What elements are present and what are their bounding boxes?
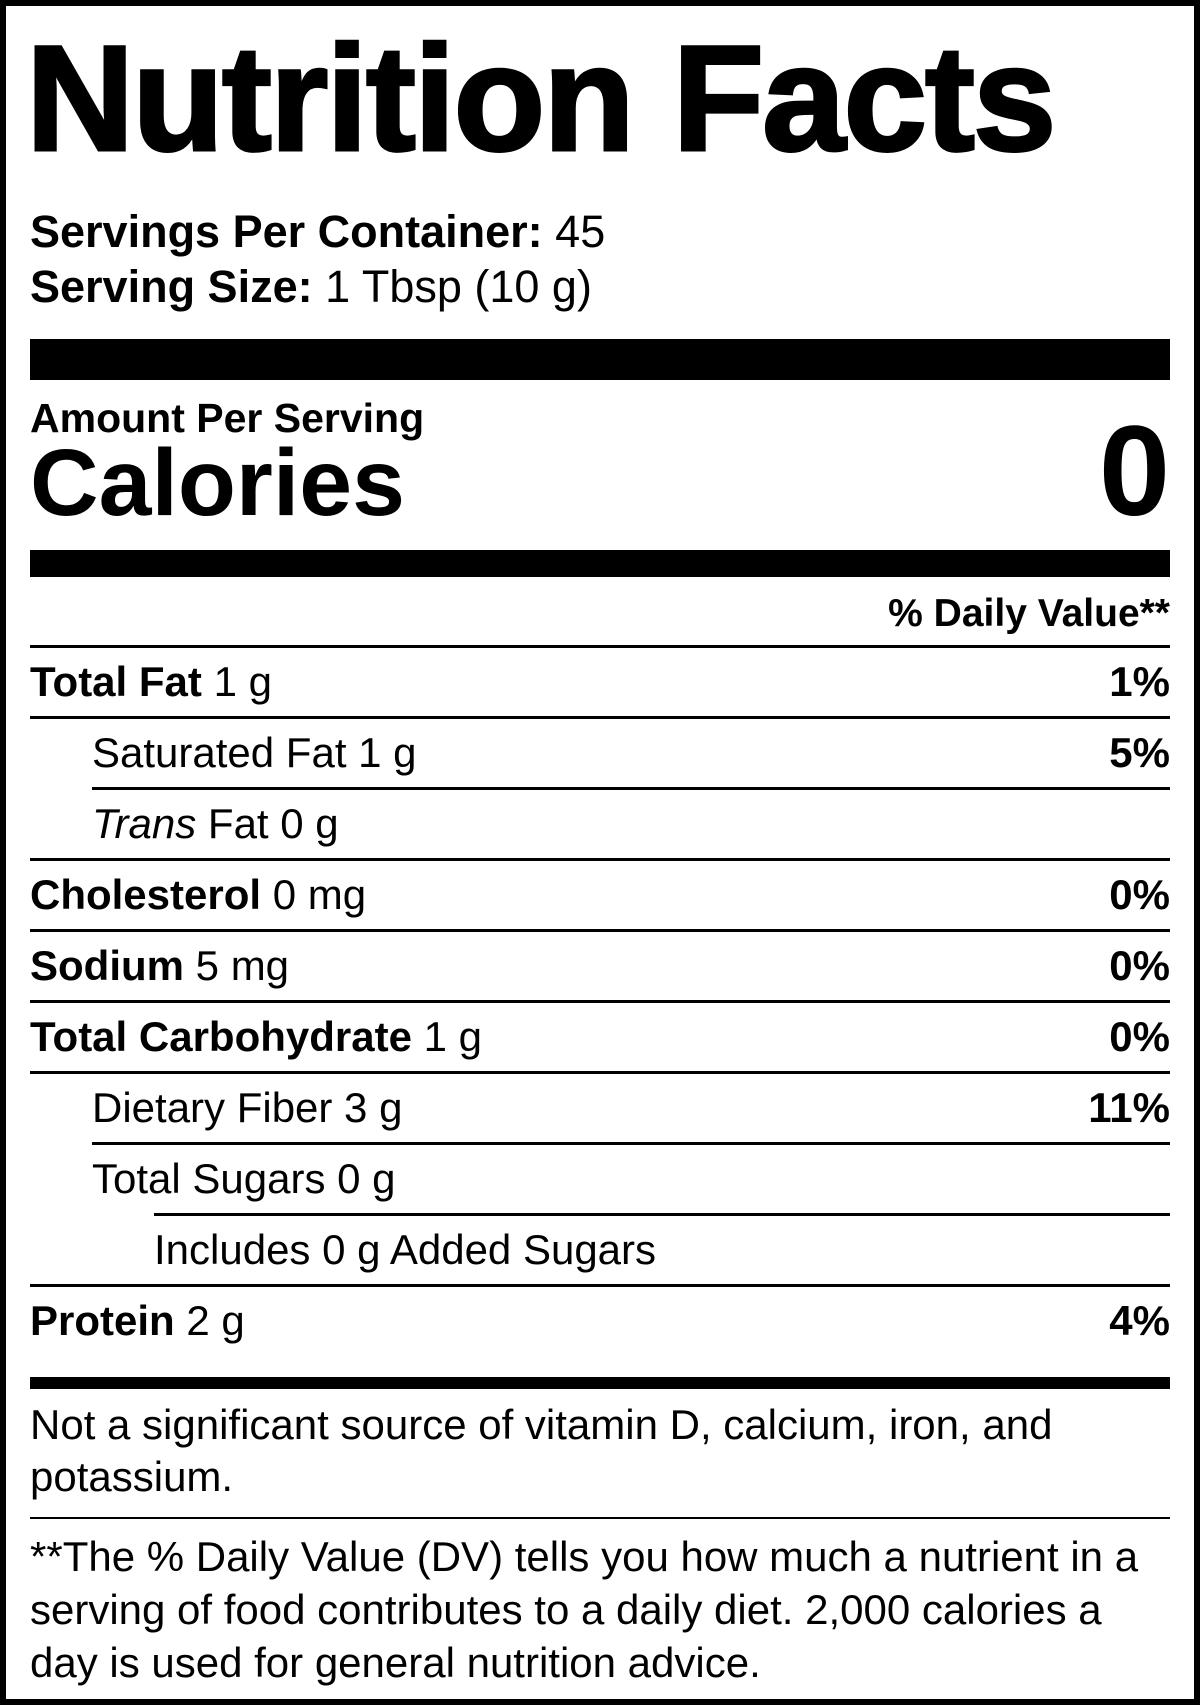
nutrient-row-total-sugars: Total Sugars 0 g — [30, 1145, 1170, 1213]
daily-value-header: % Daily Value** — [888, 591, 1170, 635]
daily-value: 4% — [1109, 1296, 1170, 1344]
servings-per-container-value: 45 — [555, 206, 606, 257]
divider — [92, 786, 1170, 790]
divider — [92, 1141, 1170, 1145]
calories-value: 0 — [1098, 399, 1170, 543]
divider — [154, 1212, 1170, 1216]
nutrient-label: Dietary Fiber 3 g — [92, 1083, 403, 1131]
thick-divider-top — [30, 338, 1170, 380]
daily-value: 5% — [1109, 728, 1170, 776]
nutrient-amount: 1 g — [213, 657, 272, 705]
daily-value: 11% — [1088, 1083, 1170, 1131]
nutrient-label: Trans Fat 0 g — [92, 799, 339, 847]
nutrient-label: Includes 0 g Added Sugars — [154, 1225, 657, 1273]
nutrient-amount: 2 g — [186, 1296, 245, 1344]
nutrient-label: Protein 2 g — [30, 1296, 245, 1344]
nutrient-row-trans-fat: Trans Fat 0 g — [30, 790, 1170, 858]
nutrient-amount: 5 mg — [195, 941, 290, 989]
nutrient-label: Total Sugars 0 g — [92, 1154, 396, 1202]
amount-per-serving-label: Amount Per Serving — [30, 394, 425, 441]
divider — [30, 644, 1170, 648]
nutrient-row-saturated-fat: Saturated Fat 1 g 5% — [30, 719, 1170, 787]
daily-value: 0% — [1109, 941, 1170, 989]
thick-divider-bottom — [30, 1376, 1170, 1389]
servings-per-container-label: Servings Per Container: — [30, 206, 543, 257]
nutrient-row-added-sugars: Includes 0 g Added Sugars — [30, 1216, 1170, 1284]
daily-value: 1% — [1109, 657, 1170, 705]
nutrient-label: Total Fat 1 g — [30, 657, 272, 705]
serving-size-value: 1 Tbsp (10 g) — [325, 260, 592, 312]
nutrient-name: Total Fat — [30, 657, 202, 705]
nutrient-name: Protein — [30, 1296, 175, 1344]
divider — [30, 928, 1170, 932]
daily-value: 0% — [1109, 870, 1170, 918]
serving-size-label: Serving Size: — [30, 260, 313, 312]
nutrient-row-dietary-fiber: Dietary Fiber 3 g 11% — [30, 1074, 1170, 1142]
nutrient-amount: Fat 0 g — [207, 799, 339, 847]
serving-info: Servings Per Container: 45 Serving Size:… — [30, 205, 1170, 315]
nutrient-amount: Dietary Fiber 3 g — [92, 1083, 403, 1131]
nutrient-amount: 1 g — [423, 1012, 482, 1060]
nutrient-name-italic: Trans — [92, 799, 197, 847]
nutrient-label: Total Carbohydrate 1 g — [30, 1012, 482, 1060]
nutrient-row-total-carbohydrate: Total Carbohydrate 1 g 0% — [30, 1003, 1170, 1071]
nutrient-amount: Includes 0 g Added Sugars — [154, 1225, 657, 1273]
nutrient-label: Saturated Fat 1 g — [92, 728, 417, 776]
nutrient-amount: 0 mg — [272, 870, 367, 918]
disclaimer-text: Not a significant source of vitamin D, c… — [30, 1400, 1053, 1500]
nutrient-label: Cholesterol 0 mg — [30, 870, 367, 918]
nutrient-row-sodium: Sodium 5 mg 0% — [30, 932, 1170, 1000]
nutrient-row-total-fat: Total Fat 1 g 1% — [30, 648, 1170, 716]
divider — [30, 715, 1170, 719]
nutrient-name: Cholesterol — [30, 870, 262, 918]
nutrient-name: Total Carbohydrate — [30, 1012, 412, 1060]
divider — [30, 999, 1170, 1003]
divider — [30, 1283, 1170, 1287]
nutrient-name: Sodium — [30, 941, 184, 989]
nutrient-row-protein: Protein 2 g 4% — [30, 1287, 1170, 1355]
nutrient-row-cholesterol: Cholesterol 0 mg 0% — [30, 861, 1170, 929]
divider — [30, 1070, 1170, 1074]
calories-row: Calories 0 — [30, 399, 1170, 543]
thick-divider-calories — [30, 549, 1170, 577]
nutrient-amount: Saturated Fat 1 g — [92, 728, 417, 776]
serving-size: Serving Size: 1 Tbsp (10 g) — [30, 260, 1170, 315]
nutrient-amount: Total Sugars 0 g — [92, 1154, 396, 1202]
nutrient-label: Sodium 5 mg — [30, 941, 290, 989]
divider — [30, 1517, 1170, 1520]
calories-label: Calories — [30, 429, 405, 536]
servings-per-container: Servings Per Container: 45 — [30, 205, 1170, 260]
divider — [30, 857, 1170, 861]
daily-value: 0% — [1109, 1012, 1170, 1060]
daily-value-footnote: **The % Daily Value (DV) tells you how m… — [30, 1533, 1139, 1686]
label-title: Nutrition Facts — [25, 14, 1058, 182]
